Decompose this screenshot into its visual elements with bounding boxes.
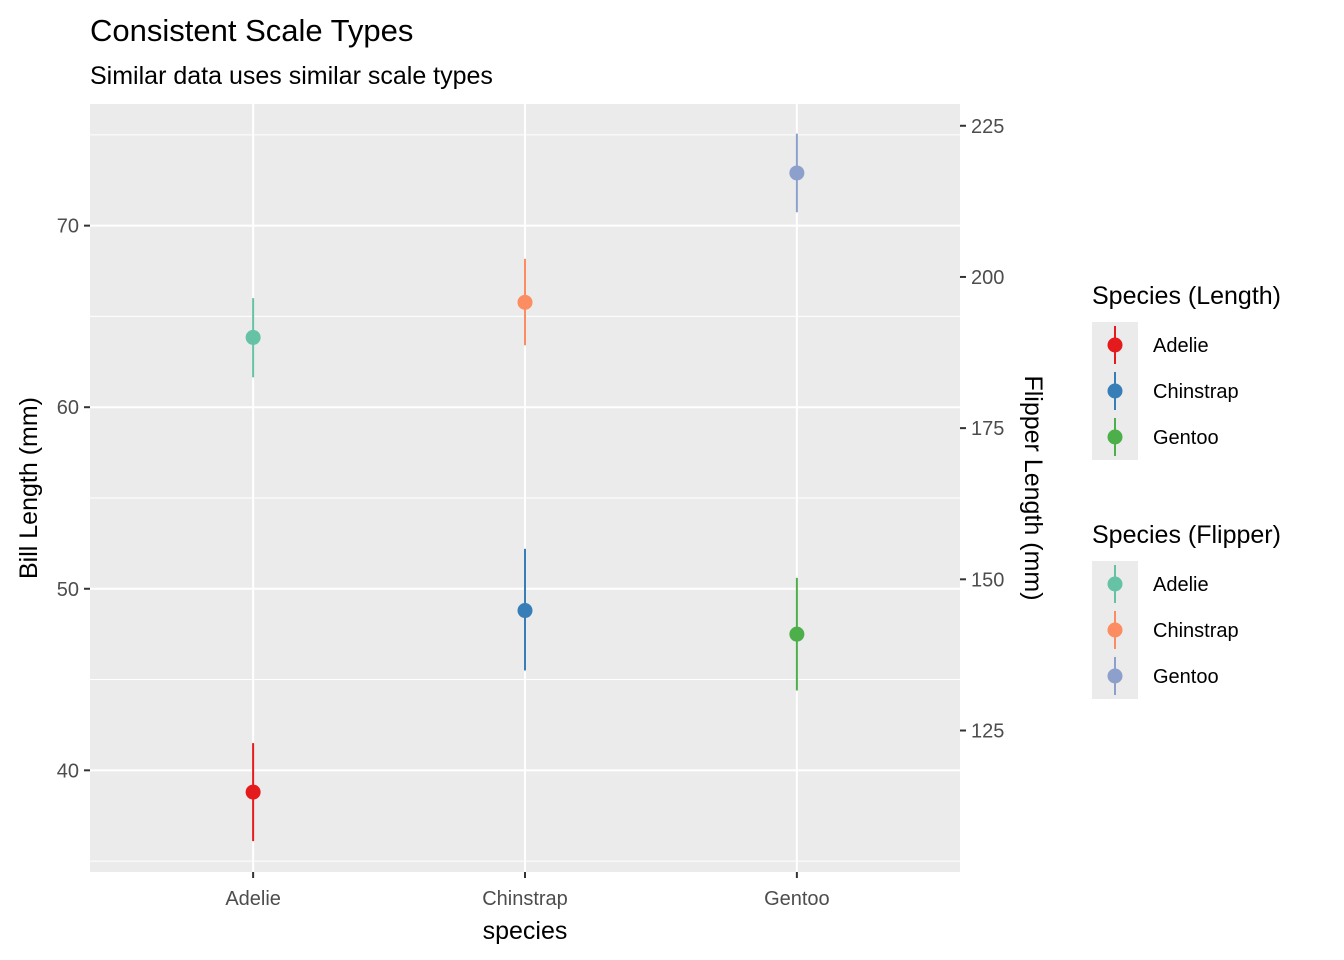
legend-title: Species (Length) <box>1092 282 1281 310</box>
chart-title: Consistent Scale Types <box>90 13 413 48</box>
y2-tick-label: 175 <box>971 418 1004 440</box>
data-point <box>245 329 261 345</box>
y-axis-right: 125 150 175 200 225 <box>960 116 1004 742</box>
chart-subtitle: Similar data uses similar scale types <box>90 62 493 90</box>
legend-label: Adelie <box>1153 574 1209 596</box>
legend-key-point <box>1107 429 1123 445</box>
y2-axis-title: Flipper Length (mm) <box>1019 375 1047 600</box>
legend-key-point <box>1107 622 1123 638</box>
y-axis-title: Bill Length (mm) <box>15 397 43 579</box>
legend-label: Gentoo <box>1153 427 1219 449</box>
legend-label: Adelie <box>1153 335 1209 357</box>
y-tick-label: 50 <box>57 579 79 601</box>
x-tick-label: Chinstrap <box>482 888 568 910</box>
y2-tick-label: 150 <box>971 569 1004 591</box>
data-point <box>245 784 261 800</box>
legend: Species (Length) Adelie Chinstrap Gentoo Spe… <box>1092 282 1281 699</box>
legend-key-point <box>1107 383 1123 399</box>
data-marks <box>245 133 805 842</box>
x-tick-label: Adelie <box>225 888 281 910</box>
y2-tick-label: 125 <box>971 720 1004 742</box>
data-point <box>789 626 805 642</box>
plot-panel <box>90 104 960 872</box>
legend-title: Species (Flipper) <box>1092 521 1281 549</box>
y-axis-left: 40 50 60 70 <box>57 216 90 782</box>
y2-tick-label: 225 <box>971 116 1004 138</box>
y2-tick-label: 200 <box>971 267 1004 289</box>
legend-label: Chinstrap <box>1153 620 1239 642</box>
x-axis: Adelie Chinstrap Gentoo <box>225 872 830 910</box>
x-axis-title: species <box>483 917 568 945</box>
data-point <box>517 603 533 619</box>
y-tick-label: 60 <box>57 397 79 419</box>
legend-key-point <box>1107 668 1123 684</box>
data-point <box>789 165 805 181</box>
data-point <box>517 294 533 310</box>
y-tick-label: 40 <box>57 760 79 782</box>
legend-key-point <box>1107 576 1123 592</box>
legend-label: Gentoo <box>1153 666 1219 688</box>
legend-label: Chinstrap <box>1153 381 1239 403</box>
y-tick-label: 70 <box>57 216 79 238</box>
legend-key-point <box>1107 337 1123 353</box>
x-tick-label: Gentoo <box>764 888 830 910</box>
